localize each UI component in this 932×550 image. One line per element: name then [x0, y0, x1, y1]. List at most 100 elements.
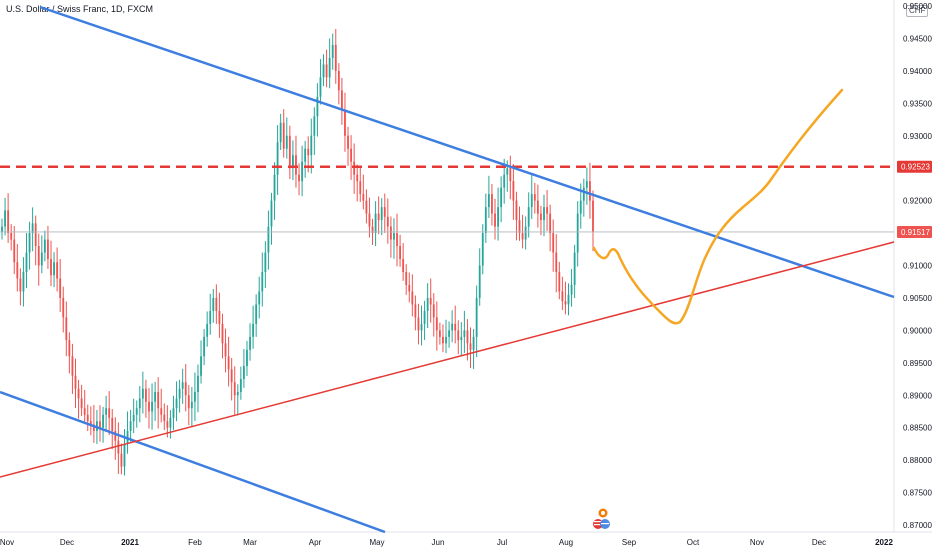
candle-body [193, 392, 196, 402]
candle-body [47, 239, 49, 260]
candle [56, 247, 59, 292]
candle-body [487, 194, 490, 208]
candle [166, 405, 169, 438]
candle-body [417, 317, 420, 331]
candle [543, 194, 545, 237]
candle-body [163, 414, 166, 422]
candle-body [435, 317, 438, 331]
candle [457, 320, 460, 355]
candle [411, 274, 414, 317]
candle-body [105, 408, 108, 415]
candle [512, 164, 515, 220]
time-axis[interactable]: Nov Dec 2021 Feb Mar Apr May Jun Jul Aug Sep Oct Nov… [0, 538, 893, 547]
candle [138, 386, 141, 423]
x-tick-label: Nov [0, 538, 14, 547]
candle [316, 83, 319, 137]
candle-body [386, 216, 389, 227]
candle [460, 322, 463, 356]
candle-body [347, 135, 349, 149]
candle-body [432, 304, 435, 318]
candle-body [356, 174, 359, 182]
flag-stripe [594, 521, 602, 523]
candle-body [396, 233, 398, 247]
candle [62, 286, 65, 333]
candle [472, 329, 475, 370]
candle [561, 276, 564, 311]
candle [71, 343, 74, 394]
candle-body [298, 174, 300, 182]
y-tick-label: 0.88500 [903, 424, 932, 433]
candle-body [567, 294, 570, 305]
candle-body [178, 388, 181, 399]
candle [99, 405, 101, 442]
candle [218, 292, 221, 338]
candle-body [389, 226, 392, 240]
candle-body [414, 304, 417, 318]
candle [386, 198, 389, 244]
candle-body [145, 388, 147, 402]
candle-body [148, 401, 150, 412]
candle [1, 218, 3, 240]
candle [230, 358, 233, 401]
currency-badge[interactable]: CHF [906, 5, 929, 17]
candle [276, 125, 279, 195]
candle-body [181, 382, 184, 389]
candle [301, 145, 304, 197]
candle [132, 398, 135, 434]
candle-body [307, 148, 310, 156]
candle [157, 377, 160, 429]
candle [169, 410, 172, 439]
candle [350, 135, 353, 180]
candle-body [34, 223, 37, 247]
candle [567, 283, 570, 316]
event-icon-dot [601, 511, 605, 515]
candle [37, 233, 40, 286]
candle-body [190, 401, 193, 409]
candle [383, 193, 386, 233]
candle-body [484, 207, 487, 234]
candle [295, 135, 297, 188]
candle-body [582, 187, 585, 201]
candle-body [102, 414, 104, 428]
candle-body [362, 194, 365, 201]
x-tick-label: Dec [60, 538, 74, 547]
candle [589, 162, 591, 219]
candle [129, 409, 132, 442]
candle-body [50, 259, 52, 276]
candle [524, 216, 527, 250]
candle [68, 332, 71, 374]
event-markers[interactable] [593, 508, 610, 530]
us-flag-event-icon[interactable] [593, 519, 610, 529]
candle-body [7, 210, 10, 234]
candle-body [365, 200, 368, 214]
x-tick-label: Nov [750, 538, 764, 547]
price-axis[interactable]: 0.87000 0.87500 0.88000 0.88500 0.89000 0.895… [903, 2, 932, 530]
candle [313, 107, 316, 155]
candle-body [564, 301, 567, 305]
candle [362, 174, 365, 210]
candle [242, 348, 245, 388]
candle [126, 411, 129, 454]
economic-event-icon[interactable] [598, 508, 608, 518]
candle-body [445, 336, 447, 344]
candle [518, 206, 521, 241]
candle [77, 379, 80, 419]
candle [282, 109, 285, 158]
candle [285, 117, 288, 159]
candle-body [13, 239, 16, 263]
candle [145, 379, 147, 418]
candle-body [40, 252, 43, 266]
candle [178, 379, 181, 413]
x-tick-label: Oct [687, 538, 700, 547]
candle [399, 234, 402, 267]
candle-body [215, 297, 218, 311]
candle [252, 305, 255, 349]
candle [405, 264, 408, 295]
candle [515, 191, 518, 241]
candle [114, 417, 117, 460]
candle [389, 216, 392, 258]
candle-body [1, 226, 3, 232]
candle-body [399, 246, 402, 260]
candle-body [16, 262, 19, 279]
